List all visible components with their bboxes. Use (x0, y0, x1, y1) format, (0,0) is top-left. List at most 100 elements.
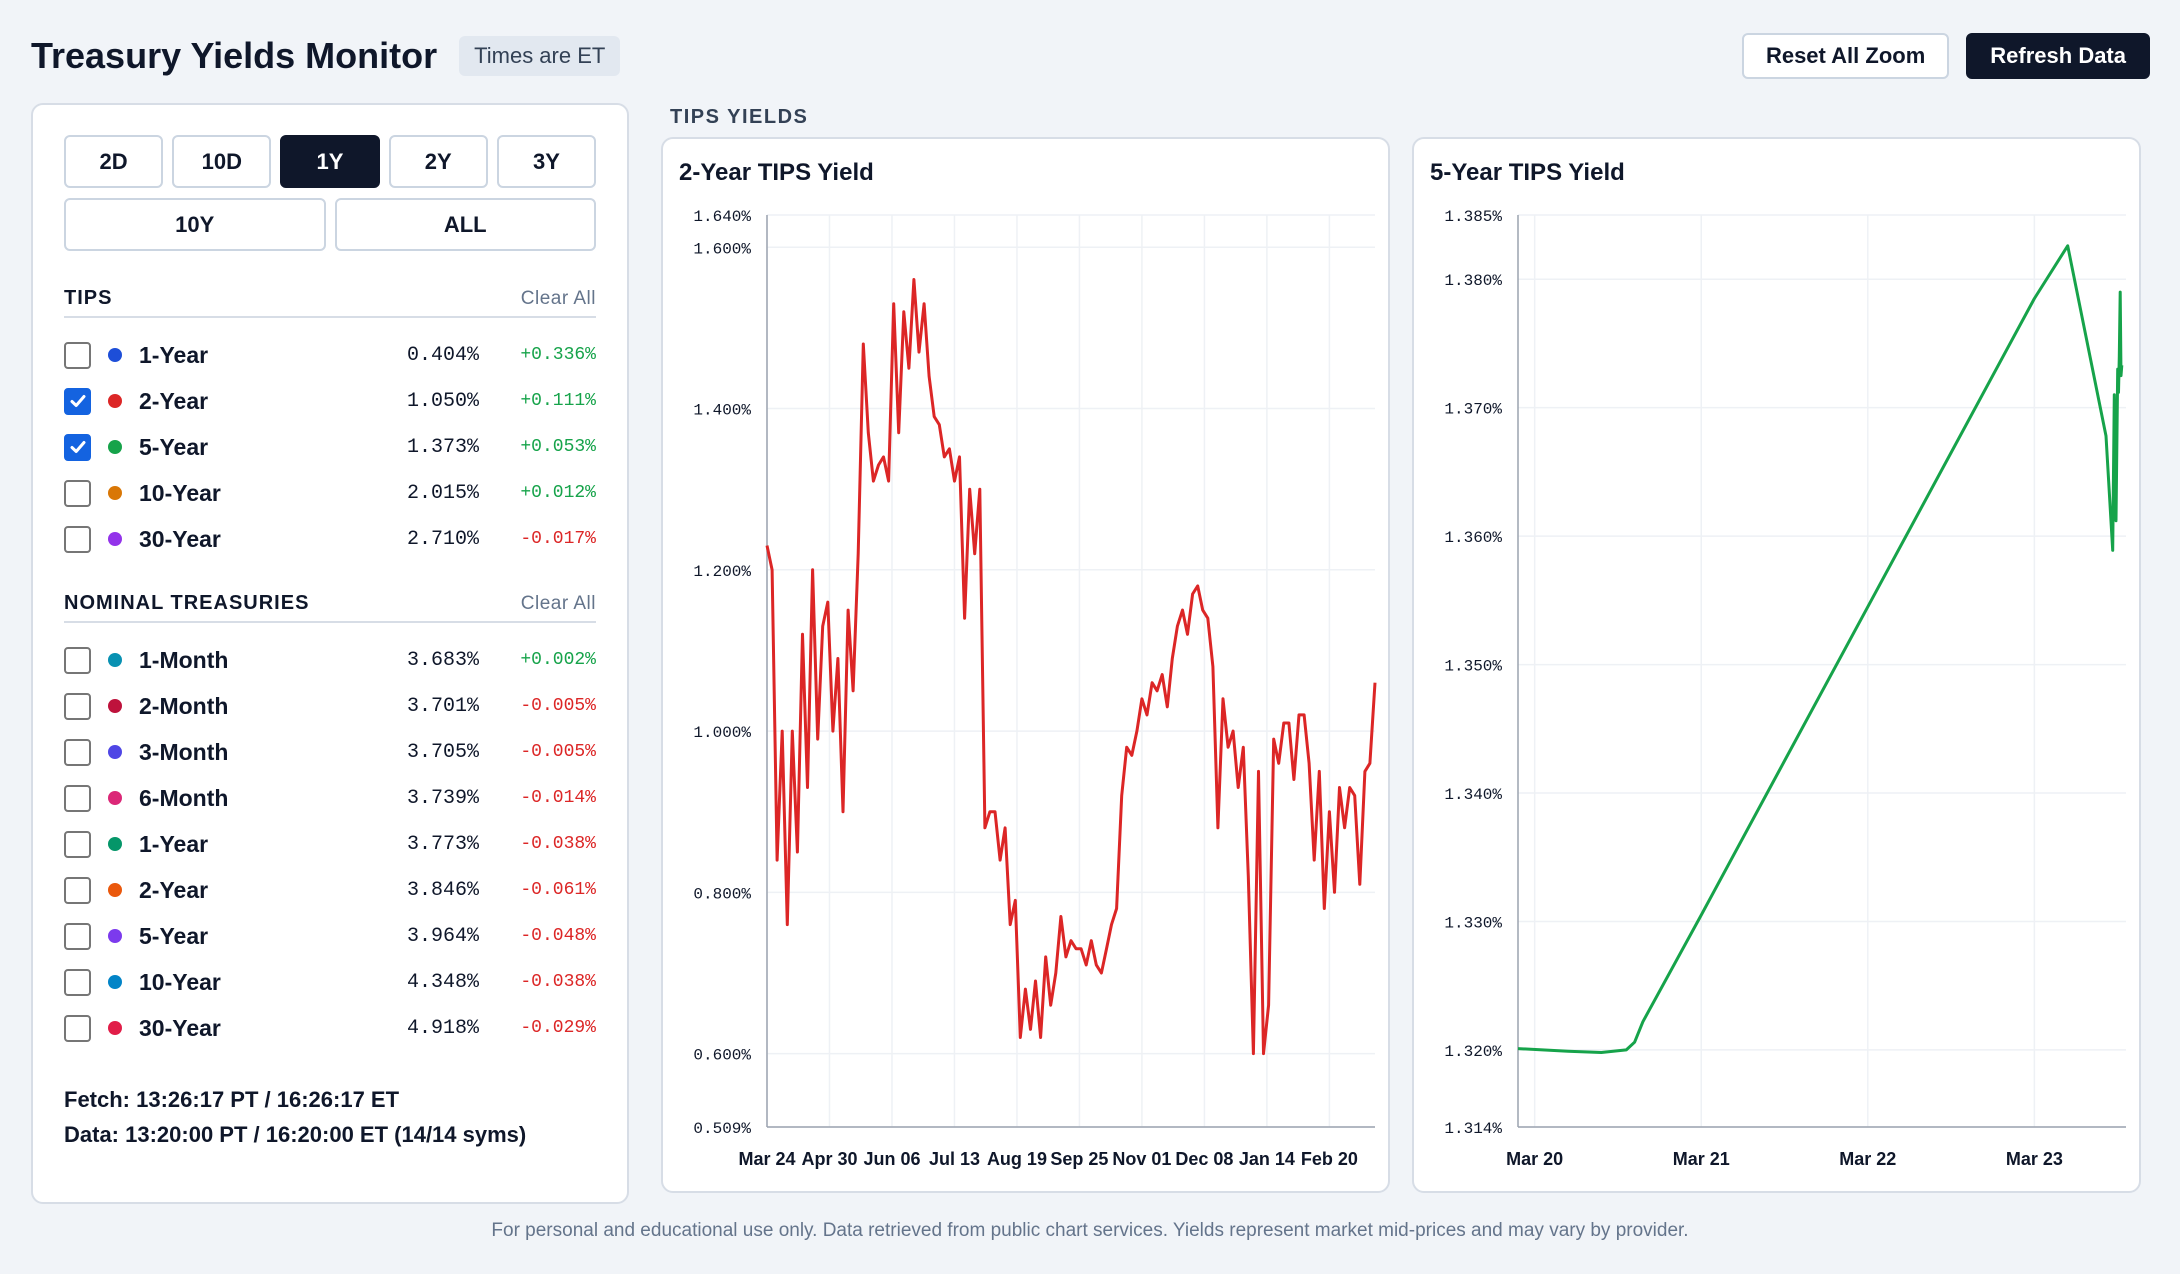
checkbox[interactable] (64, 830, 91, 858)
series-color-dot (108, 837, 122, 851)
nominal-row-5-year[interactable]: 5-Year 3.964% -0.048% (64, 913, 596, 959)
app-title: Treasury Yields Monitor (31, 35, 438, 76)
data-time: Data: 13:20:00 PT / 16:20:00 ET (14/14 s… (64, 1122, 527, 1147)
range-button-all[interactable]: ALL (334, 198, 596, 251)
refresh-data-button[interactable]: Refresh Data (1966, 33, 2150, 79)
checkbox[interactable] (64, 479, 91, 507)
series-value: 2.710% (406, 527, 479, 551)
y-tick-label: 1.370% (1444, 401, 1502, 419)
nominal-row-2-year[interactable]: 2-Year 3.846% -0.061% (64, 867, 596, 913)
series-change: -0.014% (520, 788, 596, 808)
series-color-dot (108, 394, 122, 408)
series-change: -0.038% (520, 834, 596, 854)
series-label: 6-Month (139, 784, 229, 811)
chart-plot-2y-tips[interactable]: 0.509% 0.600% 0.800% 1.000% 1.200% 1.400% 1.60… (663, 139, 1392, 1195)
y-tick-label: 1.320% (1444, 1043, 1502, 1061)
series-value: 3.846% (406, 878, 479, 902)
tips-section-header: TIPS Clear All (64, 287, 596, 318)
series-color-dot (108, 929, 122, 943)
nominal-clear-all-link[interactable]: Clear All (520, 593, 596, 614)
series-label: 10-Year (139, 968, 221, 995)
range-button-2d[interactable]: 2D (64, 135, 164, 188)
range-button-1y[interactable]: 1Y (280, 135, 380, 188)
checkbox[interactable] (64, 525, 91, 553)
series-label: 1-Year (139, 830, 209, 857)
nominal-row-1-year[interactable]: 1-Year 3.773% -0.038% (64, 821, 596, 867)
series-value: 3.739% (406, 786, 479, 810)
x-tick-label: Mar 20 (1506, 1149, 1563, 1169)
chart-title: 5-Year TIPS Yield (1430, 159, 1625, 186)
range-button-3y[interactable]: 3Y (496, 135, 597, 188)
tips-row-5-year[interactable]: 5-Year 1.373% +0.053% (64, 424, 596, 470)
x-tick-label: Mar 23 (2006, 1149, 2063, 1169)
series-color-dot (108, 883, 122, 897)
timezone-badge: Times are ET (459, 36, 621, 76)
series-label: 3-Month (139, 738, 229, 765)
tips-row-10-year[interactable]: 10-Year 2.015% +0.012% (64, 470, 596, 516)
checkbox[interactable] (64, 387, 91, 415)
x-tick-label: Sep 25 (1050, 1149, 1108, 1169)
range-button-2y[interactable]: 2Y (388, 135, 488, 188)
series-color-dot (108, 653, 122, 667)
nominal-row-3-month[interactable]: 3-Month 3.705% -0.005% (64, 729, 596, 775)
range-buttons-row-2: 10Y ALL (64, 198, 596, 251)
y-tick-label: 1.340% (1444, 786, 1502, 804)
x-tick-label: Jan 14 (1239, 1149, 1295, 1169)
series-change: -0.029% (520, 1018, 596, 1038)
x-tick-label: Mar 22 (1839, 1149, 1896, 1169)
x-tick-label: Mar 21 (1673, 1149, 1730, 1169)
tips-row-30-year[interactable]: 30-Year 2.710% -0.017% (64, 516, 596, 562)
nominal-row-30-year[interactable]: 30-Year 4.918% -0.029% (64, 1005, 596, 1051)
chart-title: 2-Year TIPS Yield (679, 159, 874, 186)
tips-row-2-year[interactable]: 2-Year 1.050% +0.111% (64, 378, 596, 424)
y-tick-label: 1.640% (693, 208, 751, 226)
series-label: 2-Year (139, 387, 209, 414)
series-value: 2.015% (406, 481, 479, 505)
series-label: 1-Month (139, 646, 229, 673)
checkbox[interactable] (64, 784, 91, 812)
x-tick-label: Jul 13 (929, 1149, 980, 1169)
series-change: -0.061% (520, 880, 596, 900)
y-tick-label: 0.600% (693, 1047, 751, 1065)
range-buttons-row-1: 2D 10D 1Y 2Y 3Y (64, 135, 597, 188)
x-tick-label: Mar 24 (738, 1149, 795, 1169)
nominal-row-2-month[interactable]: 2-Month 3.701% -0.005% (64, 683, 596, 729)
x-tick-label: Apr 30 (801, 1149, 857, 1169)
y-tick-label: 0.509% (693, 1120, 751, 1138)
x-tick-label: Aug 19 (987, 1149, 1047, 1169)
checkbox[interactable] (64, 341, 91, 369)
series-value: 3.683% (406, 648, 479, 672)
nominal-row-10-year[interactable]: 10-Year 4.348% -0.038% (64, 959, 596, 1005)
sidebar: 2D 10D 1Y 2Y 3Y 10Y ALL TIPS Clear All 1… (31, 103, 629, 1204)
series-change: +0.012% (520, 483, 596, 503)
range-button-10y[interactable]: 10Y (64, 198, 326, 251)
checkbox[interactable] (64, 876, 91, 904)
checkbox[interactable] (64, 646, 91, 674)
checkbox[interactable] (64, 692, 91, 720)
x-tick-label: Nov 01 (1112, 1149, 1171, 1169)
series-color-dot (108, 975, 122, 989)
reset-zoom-button[interactable]: Reset All Zoom (1741, 33, 1950, 79)
checkbox[interactable] (64, 433, 91, 461)
nominal-row-6-month[interactable]: 6-Month 3.739% -0.014% (64, 775, 596, 821)
header-actions: Reset All Zoom Refresh Data (1741, 33, 2150, 79)
y-tick-label: 1.360% (1444, 529, 1502, 547)
series-label: 2-Month (139, 692, 229, 719)
series-value: 0.404% (406, 343, 479, 367)
y-tick-label: 1.314% (1444, 1120, 1502, 1138)
series-change: +0.336% (520, 345, 596, 365)
checkbox[interactable] (64, 1014, 91, 1042)
chart-plot-5y-tips[interactable]: 1.314% 1.320% 1.330% 1.340% 1.350% 1.360% 1.37… (1414, 139, 2143, 1195)
checkbox[interactable] (64, 738, 91, 766)
x-tick-label: Feb 20 (1301, 1149, 1358, 1169)
nominal-section-header: NOMINAL TREASURIES Clear All (64, 592, 596, 623)
range-button-10d[interactable]: 10D (172, 135, 272, 188)
y-tick-label: 0.800% (693, 885, 751, 903)
tips-clear-all-link[interactable]: Clear All (520, 288, 596, 309)
tips-row-1-year[interactable]: 1-Year 0.404% +0.336% (64, 332, 596, 378)
checkbox[interactable] (64, 968, 91, 996)
series-color-dot (108, 486, 122, 500)
checkbox[interactable] (64, 922, 91, 950)
series-label: 1-Year (139, 341, 209, 368)
nominal-row-1-month[interactable]: 1-Month 3.683% +0.002% (64, 637, 596, 683)
